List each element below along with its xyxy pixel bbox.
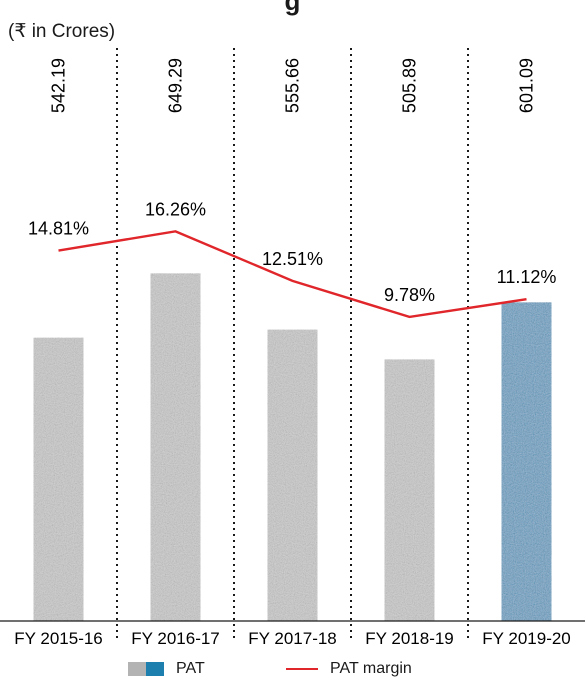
bar-value-label: 555.66 bbox=[283, 58, 303, 113]
legend: PAT PAT margin bbox=[0, 660, 585, 682]
chart-title-fragment: g bbox=[284, 0, 301, 16]
margin-value-label: 14.81% bbox=[28, 219, 89, 239]
margin-value-label: 16.26% bbox=[145, 199, 206, 219]
category-label: FY 2016-17 bbox=[131, 629, 220, 648]
margin-value-label: 12.51% bbox=[262, 249, 323, 269]
unit-label: (₹ in Crores) bbox=[8, 21, 116, 42]
legend-swatch-pat-margin bbox=[286, 668, 318, 670]
bar-pat bbox=[384, 359, 435, 621]
bar-pat bbox=[267, 329, 318, 621]
bar-pat bbox=[150, 273, 201, 621]
legend-item-pat-margin: PAT margin bbox=[286, 660, 412, 678]
margin-value-label: 9.78% bbox=[384, 285, 435, 305]
legend-label-pat: PAT bbox=[176, 660, 205, 677]
margin-value-label: 11.12% bbox=[497, 267, 557, 287]
category-label: FY 2019-20 bbox=[482, 629, 571, 648]
legend-label-pat-margin: PAT margin bbox=[330, 660, 412, 677]
category-label: FY 2018-19 bbox=[365, 629, 454, 648]
bar-pat bbox=[33, 337, 84, 621]
legend-swatch-pat-blue bbox=[146, 662, 164, 676]
bar-pat bbox=[501, 302, 552, 621]
pat-margin-line bbox=[58, 230, 527, 319]
bar-value-label: 542.19 bbox=[49, 58, 69, 113]
legend-item-pat: PAT bbox=[128, 660, 205, 678]
category-label: FY 2017-18 bbox=[248, 629, 337, 648]
bar-value-label: 601.09 bbox=[517, 58, 537, 113]
legend-swatch-pat-grey bbox=[128, 662, 146, 676]
bar-value-label: 649.29 bbox=[166, 58, 186, 113]
bar-value-label: 505.89 bbox=[400, 58, 420, 113]
category-label: FY 2015-16 bbox=[14, 629, 103, 648]
